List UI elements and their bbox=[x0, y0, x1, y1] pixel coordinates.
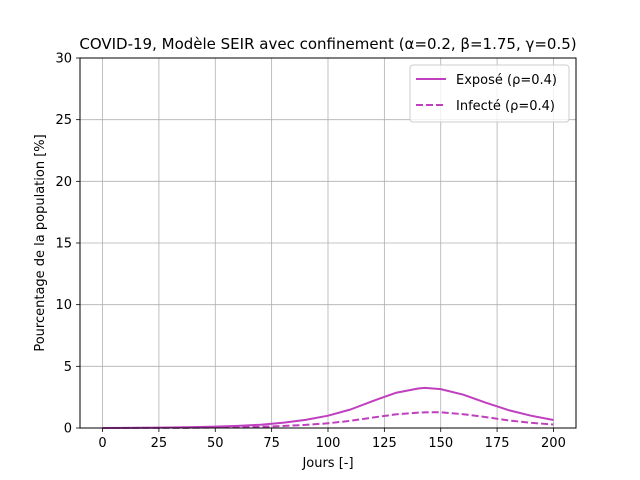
y-tick-label: 30 bbox=[55, 52, 72, 67]
y-tick-label: 15 bbox=[55, 237, 72, 252]
legend-frame bbox=[409, 64, 570, 123]
y-axis-label: Pourcentage de la population [%] bbox=[33, 134, 48, 351]
y-tick-label: 25 bbox=[55, 113, 72, 128]
x-tick-label: 75 bbox=[263, 436, 280, 451]
x-tick-label: 0 bbox=[98, 436, 106, 451]
y-tick-label: 0 bbox=[64, 422, 72, 437]
x-tick-label: 100 bbox=[316, 436, 341, 451]
x-tick-label: 25 bbox=[151, 436, 168, 451]
x-tick-label: 200 bbox=[541, 436, 566, 451]
series-line-infecte bbox=[102, 411, 554, 429]
y-tick-label: 20 bbox=[55, 175, 72, 190]
legend-label-expose: Exposé (ρ=0.4) bbox=[456, 73, 557, 88]
x-tick-label: 150 bbox=[428, 436, 453, 451]
y-tick-label: 10 bbox=[55, 298, 72, 313]
x-tick-label: 175 bbox=[485, 436, 510, 451]
x-tick-label: 125 bbox=[372, 436, 397, 451]
x-tick-label: 50 bbox=[207, 436, 224, 451]
legend-label-infecte: Infecté (ρ=0.4) bbox=[456, 99, 555, 114]
legend: Exposé (ρ=0.4) Infecté (ρ=0.4) bbox=[409, 64, 570, 123]
series-line-expose bbox=[102, 386, 554, 429]
axis-ticks: 0 25 50 75 100 125 150 175 200 0 5 10 15 20 25 30 bbox=[55, 52, 565, 452]
x-axis-label: Jours [-] bbox=[301, 456, 353, 471]
chart-title: COVID-19, Modèle SEIR avec confinement (… bbox=[79, 35, 576, 53]
series-lines bbox=[102, 386, 554, 429]
y-tick-label: 5 bbox=[64, 360, 72, 375]
